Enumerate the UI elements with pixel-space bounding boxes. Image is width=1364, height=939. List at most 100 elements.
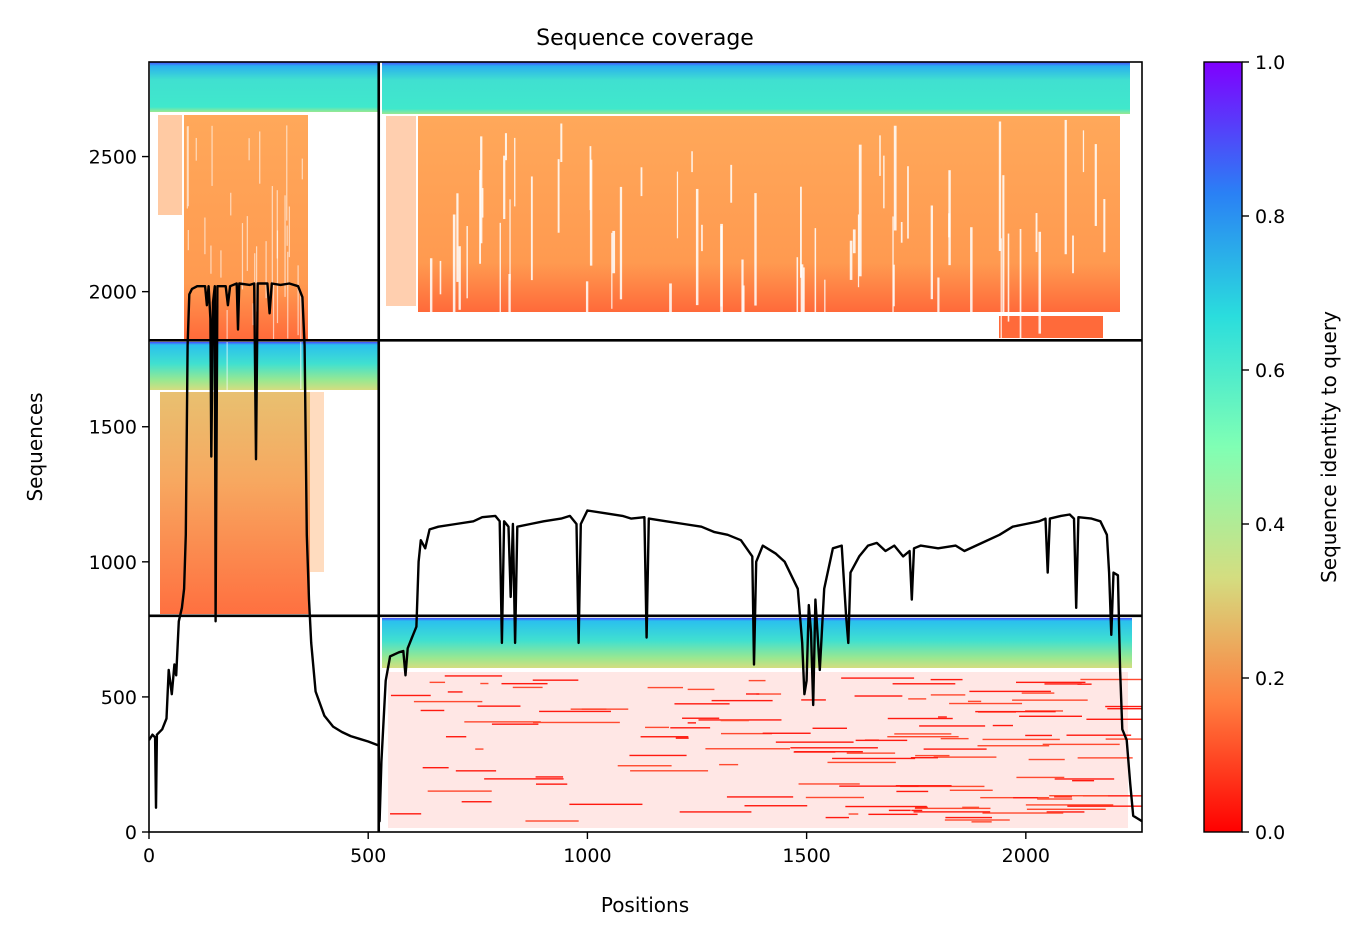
msa-gap-streak xyxy=(252,303,254,326)
msa-row-streak xyxy=(390,813,422,815)
msa-row-streak xyxy=(888,809,911,812)
msa-row-streak xyxy=(748,679,766,682)
msa-gap-streak xyxy=(514,137,516,207)
msa-gap-streak xyxy=(998,121,1002,252)
msa-row-streak xyxy=(1049,795,1109,797)
msa-gap-streak xyxy=(560,123,563,163)
chain-2-upper-fill xyxy=(418,116,1120,312)
msa-row-streak xyxy=(535,776,564,778)
msa-row-streak xyxy=(427,790,492,792)
msa-row-streak xyxy=(744,805,808,807)
msa-gap-streak xyxy=(814,228,817,356)
msa-row-streak xyxy=(429,681,446,684)
msa-row-streak xyxy=(675,737,689,739)
msa-row-streak xyxy=(687,688,715,691)
msa-row-streak xyxy=(1042,743,1120,746)
msa-gap-streak xyxy=(720,223,723,352)
msa-gap-streak xyxy=(204,217,206,255)
msa-row-streak xyxy=(1013,797,1038,799)
msa-gap-streak xyxy=(1072,235,1074,274)
msa-gap-streak xyxy=(796,257,799,330)
msa-gap-streak xyxy=(272,284,275,341)
msa-row-streak xyxy=(1105,738,1142,740)
msa-gap-streak xyxy=(754,193,757,306)
msa-row-streak xyxy=(670,727,711,729)
msa-row-streak xyxy=(1105,705,1142,708)
x-tick-label: 1500 xyxy=(782,845,830,867)
msa-row-streak xyxy=(477,705,521,707)
msa-row-streak xyxy=(413,700,483,703)
msa-gap-streak xyxy=(907,166,909,239)
msa-row-streak xyxy=(944,819,1010,821)
msa-gap-streak xyxy=(824,279,826,337)
msa-gap-streak xyxy=(695,188,699,306)
msa-row-streak xyxy=(1054,778,1115,780)
msa-gap-streak xyxy=(742,285,745,360)
msa-gap-streak xyxy=(893,264,895,307)
chain-2-lower-identity-band xyxy=(382,618,1132,668)
msa-gap-streak xyxy=(1019,228,1022,367)
colorbar-tick-label: 0.0 xyxy=(1255,822,1285,844)
chain-1-lower-fill xyxy=(160,392,310,614)
msa-gap-streak xyxy=(530,176,533,281)
msa-row-streak xyxy=(1072,779,1095,782)
msa-row-streak xyxy=(1025,804,1114,806)
msa-gap-streak xyxy=(589,146,592,211)
msa-gap-streaks xyxy=(186,119,1106,413)
msa-row-streak xyxy=(827,761,896,764)
msa-gap-streak xyxy=(640,167,643,197)
msa-gap-streak xyxy=(701,224,703,252)
msa-row-streak xyxy=(967,700,982,703)
msa-row-streak xyxy=(933,756,997,758)
msa-row-streak xyxy=(630,770,709,772)
msa-row-streak xyxy=(1025,734,1052,737)
colorbar-tick-label: 0.4 xyxy=(1255,514,1285,536)
msa-row-streak xyxy=(775,741,854,743)
msa-row-streak xyxy=(945,816,992,819)
msa-gap-streak xyxy=(852,229,856,254)
msa-row-streak xyxy=(726,796,794,798)
chain-2-upper-scatter xyxy=(386,116,416,306)
msa-gap-streak xyxy=(1038,231,1042,334)
y-axis: 0 500 1000 1500 2000 2500 xyxy=(89,147,149,844)
msa-gap-streak xyxy=(730,164,733,203)
msa-gap-streak xyxy=(480,136,483,244)
msa-gap-streak xyxy=(1002,175,1005,315)
colorbar xyxy=(1203,61,1243,833)
msa-row-streak xyxy=(711,699,773,702)
msa-row-streak xyxy=(1021,692,1055,694)
x-axis: 0 500 1000 1500 2000 xyxy=(143,832,1050,867)
msa-gap-streak xyxy=(499,222,501,333)
msa-row-streak xyxy=(461,801,492,803)
msa-gap-streak xyxy=(187,229,189,251)
msa-gap-streak xyxy=(276,190,278,259)
msa-gap-streak xyxy=(220,250,222,278)
msa-gap-streak xyxy=(849,240,853,280)
msa-gap-streak xyxy=(259,131,261,184)
msa-row-streak xyxy=(1044,683,1082,685)
msa-gap-streak xyxy=(466,226,468,299)
msa-gap-streak xyxy=(1064,119,1067,255)
y-axis-label: Sequences xyxy=(23,392,47,501)
msa-row-streak xyxy=(790,747,878,749)
msa-row-streak xyxy=(794,751,863,753)
msa-row-streak xyxy=(930,694,966,696)
msa-row-streak xyxy=(825,816,849,819)
msa-row-streak xyxy=(762,732,811,734)
msa-row-streak xyxy=(949,789,993,791)
msa-gap-streak xyxy=(893,125,897,231)
chain-2-upper-identity-band xyxy=(382,62,1130,114)
msa-gap-streak xyxy=(857,214,860,288)
msa-gap-streak xyxy=(479,170,482,264)
msa-gap-streak xyxy=(669,283,672,393)
msa-row-streak xyxy=(445,736,467,738)
msa-gap-streak xyxy=(271,186,273,283)
msa-row-streak xyxy=(570,708,629,710)
msa-gap-streak xyxy=(297,265,299,336)
msa-row-streak xyxy=(971,821,992,823)
msa-gap-streak xyxy=(741,259,744,398)
x-tick-label: 0 xyxy=(143,845,155,867)
msa-row-streak xyxy=(854,695,903,697)
msa-row-streak xyxy=(1077,683,1092,685)
